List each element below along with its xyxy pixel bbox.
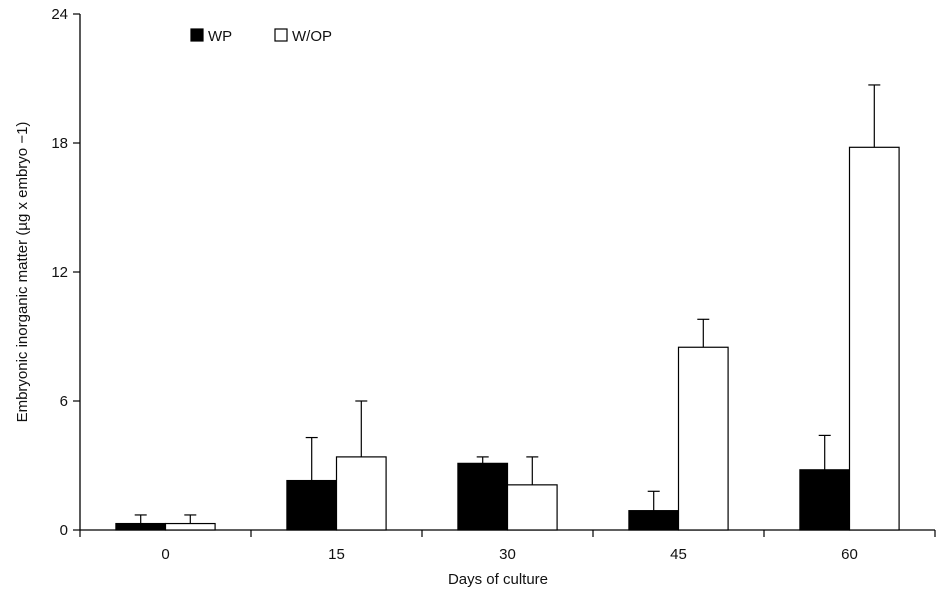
legend: WP W/OP [190,28,332,45]
x-tick-label: 45 [670,546,687,563]
bar-wop-30 [506,484,558,531]
bars [115,146,900,531]
legend-label-wop: W/OP [292,28,332,45]
x-ticks: 0 15 30 45 60 [79,530,936,563]
x-axis-title: Days of culture [448,571,548,588]
y-tick-label: 24 [51,6,68,23]
x-tick-label: 15 [328,546,345,563]
y-tick-label: 0 [60,522,68,539]
bar-wp-15 [286,479,338,531]
bar-wp-0 [115,522,167,531]
x-tick-label: 0 [161,546,169,563]
legend-label-wp: WP [208,28,232,45]
bar-wop-45 [677,346,729,531]
error-bars [134,84,881,524]
legend-swatch-wop [274,28,288,42]
bar-wp-30 [457,462,509,531]
y-tick-label: 18 [51,135,68,152]
bar-wop-60 [848,146,900,531]
axes [79,14,935,531]
x-tick-label: 30 [499,546,516,563]
y-ticks: 0 6 12 18 24 [51,6,80,539]
y-tick-label: 12 [51,264,68,281]
y-axis-title: Embryonic inorganic matter (µg x embryo … [14,122,31,423]
legend-swatch-wp [190,28,204,42]
bar-wp-45 [628,510,680,531]
bar-wp-60 [799,469,851,531]
bar-wop-0 [164,522,216,531]
y-tick-label: 6 [60,393,68,410]
bar-wop-15 [335,456,387,531]
x-tick-label: 60 [841,546,858,563]
